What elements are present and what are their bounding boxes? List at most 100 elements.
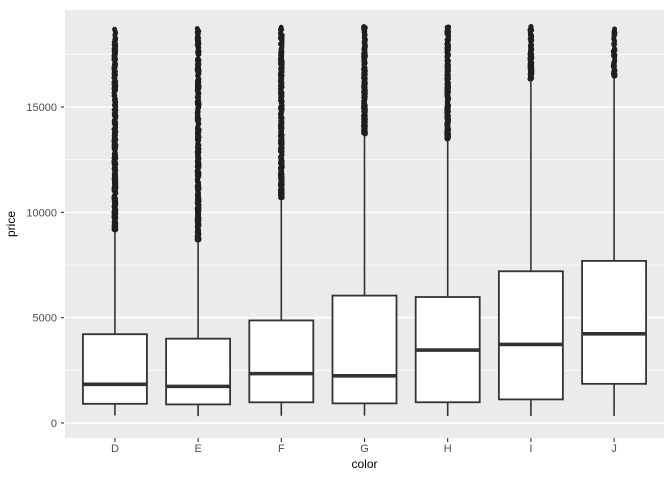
outlier-dot — [445, 132, 451, 138]
boxplot-F — [248, 24, 315, 416]
y-tick-label-5000: 5000 — [33, 313, 57, 325]
outlier-dot — [362, 114, 368, 120]
outlier-dot — [444, 127, 450, 132]
outlier-dot — [279, 99, 285, 105]
outlier-dot — [279, 90, 285, 96]
outlier-dot — [195, 139, 201, 144]
outlier-dot — [112, 29, 118, 34]
x-axis-title: color — [351, 457, 378, 471]
outlier-dot — [445, 95, 451, 101]
outlier-dot — [195, 119, 201, 125]
outlier-dot — [529, 76, 534, 81]
outlier-dot — [111, 74, 117, 80]
outlier-dot — [113, 185, 119, 190]
y-tick-label-15000: 15000 — [26, 102, 57, 114]
outlier-dot — [279, 43, 285, 48]
outlier-dot — [111, 158, 117, 164]
outlier-dot — [195, 143, 201, 149]
outlier-dot — [111, 119, 117, 125]
outlier-dot — [195, 153, 201, 159]
outliers-H — [444, 24, 452, 142]
outlier-dot — [195, 205, 201, 211]
boxplot-G — [331, 24, 398, 416]
outlier-dot — [195, 106, 201, 112]
outlier-dot — [278, 141, 283, 146]
outlier-dot — [196, 227, 201, 232]
outlier-dot — [112, 144, 118, 150]
outlier-dot — [361, 75, 367, 81]
outlier-dot — [113, 177, 119, 183]
outlier-dot — [362, 68, 368, 73]
outlier-dot — [444, 135, 450, 141]
outlier-dot — [529, 38, 534, 44]
outlier-dot — [612, 29, 617, 35]
outliers-J — [610, 26, 618, 79]
outlier-dot — [194, 94, 200, 100]
outlier-dot — [612, 41, 618, 47]
outliers-I — [527, 24, 535, 82]
x-tick-label-I: I — [529, 443, 532, 455]
outlier-dot — [112, 123, 118, 129]
outlier-dot — [361, 128, 367, 133]
outlier-dot — [444, 115, 450, 121]
outlier-dot — [195, 72, 201, 78]
outlier-dot — [196, 220, 202, 226]
outlier-dot — [194, 168, 200, 174]
outlier-dot — [278, 124, 284, 130]
outlier-dot — [194, 215, 200, 221]
outlier-dot — [445, 53, 451, 59]
outlier-dot — [612, 52, 618, 58]
outlier-dot — [111, 165, 117, 171]
outliers-E — [194, 26, 202, 243]
outlier-dot — [279, 186, 284, 191]
outlier-dot — [196, 134, 202, 140]
outlier-dot — [195, 50, 201, 56]
outlier-dot — [195, 40, 201, 46]
outlier-dot — [612, 73, 618, 79]
outlier-dot — [113, 115, 119, 121]
outlier-dot — [112, 107, 118, 113]
outlier-dot — [112, 209, 118, 215]
outlier-dot — [113, 49, 118, 55]
outlier-dot — [278, 31, 283, 36]
outlier-dot — [446, 71, 451, 77]
iqr-box — [331, 294, 398, 405]
x-tick-label-G: G — [360, 443, 369, 455]
outlier-dot — [362, 56, 367, 62]
outlier-dot — [528, 65, 534, 71]
outlier-dot — [362, 104, 368, 109]
outlier-dot — [195, 187, 200, 193]
outlier-dot — [196, 31, 201, 36]
outlier-dot — [361, 93, 367, 99]
outlier-dot — [112, 33, 118, 38]
outlier-dot — [113, 85, 118, 91]
outliers-G — [361, 24, 368, 137]
outlier-dot — [361, 36, 367, 41]
outlier-dot — [111, 133, 117, 139]
outlier-dot — [529, 47, 535, 53]
outlier-dot — [362, 97, 368, 103]
boxplot-E — [165, 26, 232, 417]
outlier-dot — [278, 70, 283, 76]
outlier-dot — [196, 46, 201, 52]
outlier-dot — [362, 46, 368, 52]
outlier-dot — [113, 202, 119, 208]
boxplot-I — [497, 24, 564, 416]
outlier-dot — [445, 26, 451, 32]
outlier-dot — [279, 110, 285, 116]
outlier-dot — [611, 65, 617, 71]
outlier-dot — [279, 136, 284, 142]
outliers-D — [111, 26, 119, 233]
outlier-dot — [112, 172, 117, 178]
outlier-dot — [279, 169, 284, 175]
outlier-dot — [278, 35, 283, 40]
outlier-dot — [112, 58, 118, 63]
outlier-dot — [361, 89, 367, 95]
outlier-dot — [195, 35, 201, 41]
outliers-F — [277, 24, 285, 201]
x-tick-label-D: D — [111, 443, 119, 455]
outlier-dot — [612, 61, 617, 67]
outlier-dot — [362, 51, 368, 57]
